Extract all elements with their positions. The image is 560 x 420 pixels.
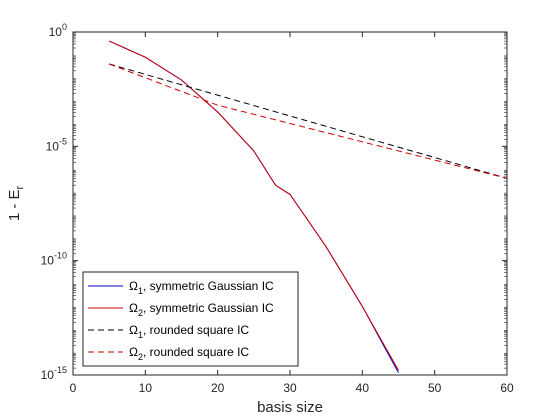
- legend-omega-symbol: Ω: [129, 323, 138, 337]
- y-tick-label-base: 10: [49, 25, 63, 39]
- y-tick-label: 10-15: [41, 365, 67, 382]
- legend-description: , symmetric Gaussian IC: [143, 301, 274, 315]
- legend-entry-3: Ω1, rounded square IC: [129, 323, 249, 340]
- y-tick-label-exponent: -5: [59, 136, 67, 146]
- series-line-4: [109, 63, 508, 179]
- legend-subscript: 1: [138, 330, 143, 340]
- legend-entry-2: Ω2, symmetric Gaussian IC: [129, 301, 274, 318]
- legend-omega-symbol: Ω: [129, 301, 138, 315]
- legend-subscript: 1: [138, 286, 143, 296]
- y-tick-label: 100: [49, 22, 67, 39]
- legend-box: [82, 271, 299, 367]
- y-tick-label-base: 10: [41, 368, 55, 382]
- x-tick-label: 0: [70, 381, 77, 395]
- y-tick-label-exponent: 0: [62, 22, 67, 32]
- x-tick-label: 60: [500, 381, 514, 395]
- legend-description: , symmetric Gaussian IC: [143, 279, 274, 293]
- legend-omega-symbol: Ω: [129, 279, 138, 293]
- y-axis-label: 1 - Er: [6, 185, 26, 221]
- y-axis-label-main: 1 - E: [6, 189, 23, 221]
- x-tick-label: 50: [428, 381, 442, 395]
- y-tick-label: 10-10: [41, 251, 67, 268]
- x-axis-label: basis size: [257, 399, 323, 416]
- y-axis-label-subscript: r: [14, 185, 26, 189]
- y-tick-label-base: 10: [46, 139, 60, 153]
- y-tick-label: 10-5: [46, 136, 67, 153]
- legend-description: , rounded square IC: [143, 345, 249, 359]
- legend-description: , rounded square IC: [143, 323, 249, 337]
- legend-entry-4: Ω2, rounded square IC: [129, 345, 249, 362]
- y-tick-label-exponent: -10: [54, 251, 67, 261]
- legend-entry-1: Ω1, symmetric Gaussian IC: [129, 279, 274, 296]
- series-layer: [108, 40, 508, 373]
- y-tick-label-base: 10: [41, 254, 55, 268]
- series-line-3: [109, 63, 508, 179]
- x-tick-label: 40: [356, 381, 370, 395]
- x-tick-label: 20: [211, 381, 225, 395]
- legend-omega-symbol: Ω: [129, 345, 138, 359]
- y-tick-label-exponent: -15: [54, 365, 67, 375]
- x-tick-label: 30: [283, 381, 297, 395]
- legend-subscript: 2: [138, 352, 143, 362]
- series-line-2: [108, 40, 399, 371]
- legend-subscript: 2: [138, 308, 143, 318]
- x-tick-label: 10: [139, 381, 153, 395]
